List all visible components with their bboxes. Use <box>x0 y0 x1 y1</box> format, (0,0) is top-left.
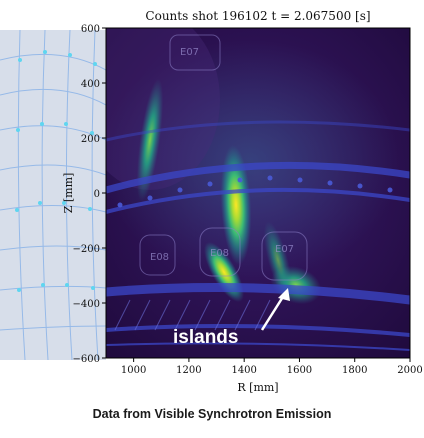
islands-arrow-head <box>278 288 290 301</box>
chart-title: Counts shot 196102 t = 2.067500 [s] <box>145 9 370 23</box>
overlay-label-1: E08 <box>210 248 229 259</box>
y-tick-label: −600 <box>73 354 100 365</box>
y-axis-label: Z [mm] <box>62 173 75 214</box>
y-tick-label: −400 <box>73 299 100 310</box>
x-tick-label: 1600 <box>287 365 312 376</box>
y-axis: 600 400 200 0 −200 −400 −600 <box>73 24 106 365</box>
y-tick-label: 400 <box>81 79 100 90</box>
y-tick-label: −200 <box>73 244 100 255</box>
islands-label: islands <box>173 327 238 348</box>
emission-region-central <box>220 145 252 265</box>
port-outlines <box>139 34 308 281</box>
y-tick-label: 600 <box>81 24 100 35</box>
emission-regions <box>136 78 322 305</box>
wall-mesh <box>0 29 107 361</box>
plot-area: E08 E08 E07 E07 islands <box>106 28 410 358</box>
hatched-region <box>114 299 271 331</box>
field-line-overlay <box>106 120 410 351</box>
x-tick-label: 1000 <box>121 365 146 376</box>
x-axis: 1000 1200 1400 1600 1800 2000 <box>121 358 423 376</box>
emission-region-left <box>136 78 164 202</box>
x-tick-label: 1200 <box>176 365 201 376</box>
x-axis-label: R [mm] <box>237 381 278 394</box>
islands-annotation: islands <box>173 288 290 348</box>
x-tick-label: 1400 <box>231 365 256 376</box>
overlay-label-3: E07 <box>180 47 199 58</box>
y-tick-label: 200 <box>81 134 100 145</box>
overlay-label-0: E08 <box>150 252 169 263</box>
x-tick-label: 2000 <box>397 365 422 376</box>
figure-caption: Data from Visible Synchrotron Emission <box>92 407 332 421</box>
x-tick-label: 1800 <box>342 365 367 376</box>
y-tick-label: 0 <box>94 189 100 200</box>
overlay-label-2: E07 <box>275 244 294 255</box>
